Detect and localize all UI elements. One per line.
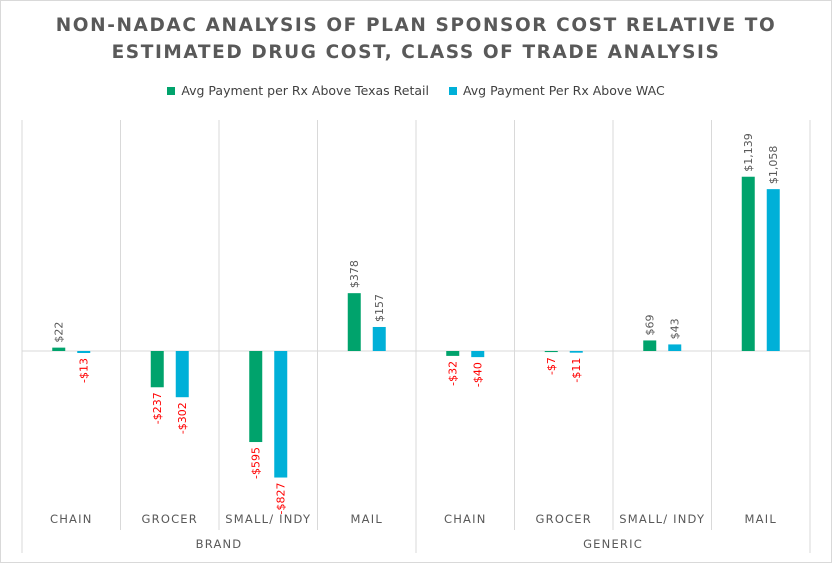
legend-swatch-wac — [448, 86, 457, 95]
bar-texas-retail — [150, 351, 164, 388]
chart-title-line-1: NON-NADAC ANALYSIS OF PLAN SPONSOR COST … — [55, 15, 777, 36]
data-label: -$13 — [78, 358, 91, 383]
bar-wac — [77, 351, 91, 353]
bar-wac — [175, 351, 189, 398]
bar-texas-retail — [249, 351, 263, 443]
bar-texas-retail — [643, 340, 657, 351]
data-label: $1,058 — [767, 146, 780, 185]
data-label: -$40 — [472, 362, 485, 387]
data-label: -$237 — [151, 392, 164, 424]
bar-texas-retail — [446, 351, 460, 356]
group-label: GENERIC — [583, 537, 643, 551]
legend-swatch-texas-retail — [167, 86, 176, 95]
group-label: BRAND — [196, 537, 243, 551]
chart-legend: Avg Payment per Rx Above Texas Retail Av… — [0, 83, 832, 98]
legend-item-texas-retail: Avg Payment per Rx Above Texas Retail — [167, 83, 429, 98]
data-label: $378 — [348, 260, 361, 288]
data-label: -$302 — [176, 402, 189, 434]
chart-title: NON-NADAC ANALYSIS OF PLAN SPONSOR COST … — [0, 12, 832, 66]
category-label: GROCER — [536, 512, 592, 526]
legend-label-texas-retail: Avg Payment per Rx Above Texas Retail — [181, 83, 429, 98]
data-label: $43 — [669, 318, 682, 339]
data-label: -$11 — [570, 358, 583, 383]
category-label: MAIL — [745, 512, 777, 526]
category-label: CHAIN — [444, 512, 487, 526]
bar-texas-retail — [741, 176, 755, 351]
bar-texas-retail — [347, 293, 361, 351]
data-label: $157 — [373, 294, 386, 322]
bar-wac — [569, 351, 583, 353]
bar-wac — [766, 189, 780, 351]
data-label: -$595 — [250, 447, 263, 479]
bar-texas-retail — [52, 347, 66, 351]
data-label: -$7 — [545, 357, 558, 375]
category-label: CHAIN — [50, 512, 93, 526]
category-label: GROCER — [142, 512, 198, 526]
category-label: SMALL/ INDY — [619, 512, 705, 526]
legend-item-wac: Avg Payment Per Rx Above WAC — [448, 83, 665, 98]
data-label: $69 — [644, 314, 657, 335]
legend-label-wac: Avg Payment Per Rx Above WAC — [462, 83, 665, 98]
data-label: $22 — [53, 322, 66, 343]
data-label: $1,139 — [742, 133, 755, 172]
data-label: -$827 — [275, 483, 288, 515]
category-label: MAIL — [351, 512, 383, 526]
bar-texas-retail — [544, 351, 558, 353]
chart-title-line-2: ESTIMATED DRUG COST, CLASS OF TRADE ANAL… — [111, 42, 721, 63]
bar-wac — [668, 344, 682, 351]
category-label: SMALL/ INDY — [225, 512, 311, 526]
bar-wac — [274, 351, 288, 478]
bar-wac — [372, 326, 386, 351]
data-label: -$32 — [447, 361, 460, 386]
bar-wac — [471, 351, 485, 358]
